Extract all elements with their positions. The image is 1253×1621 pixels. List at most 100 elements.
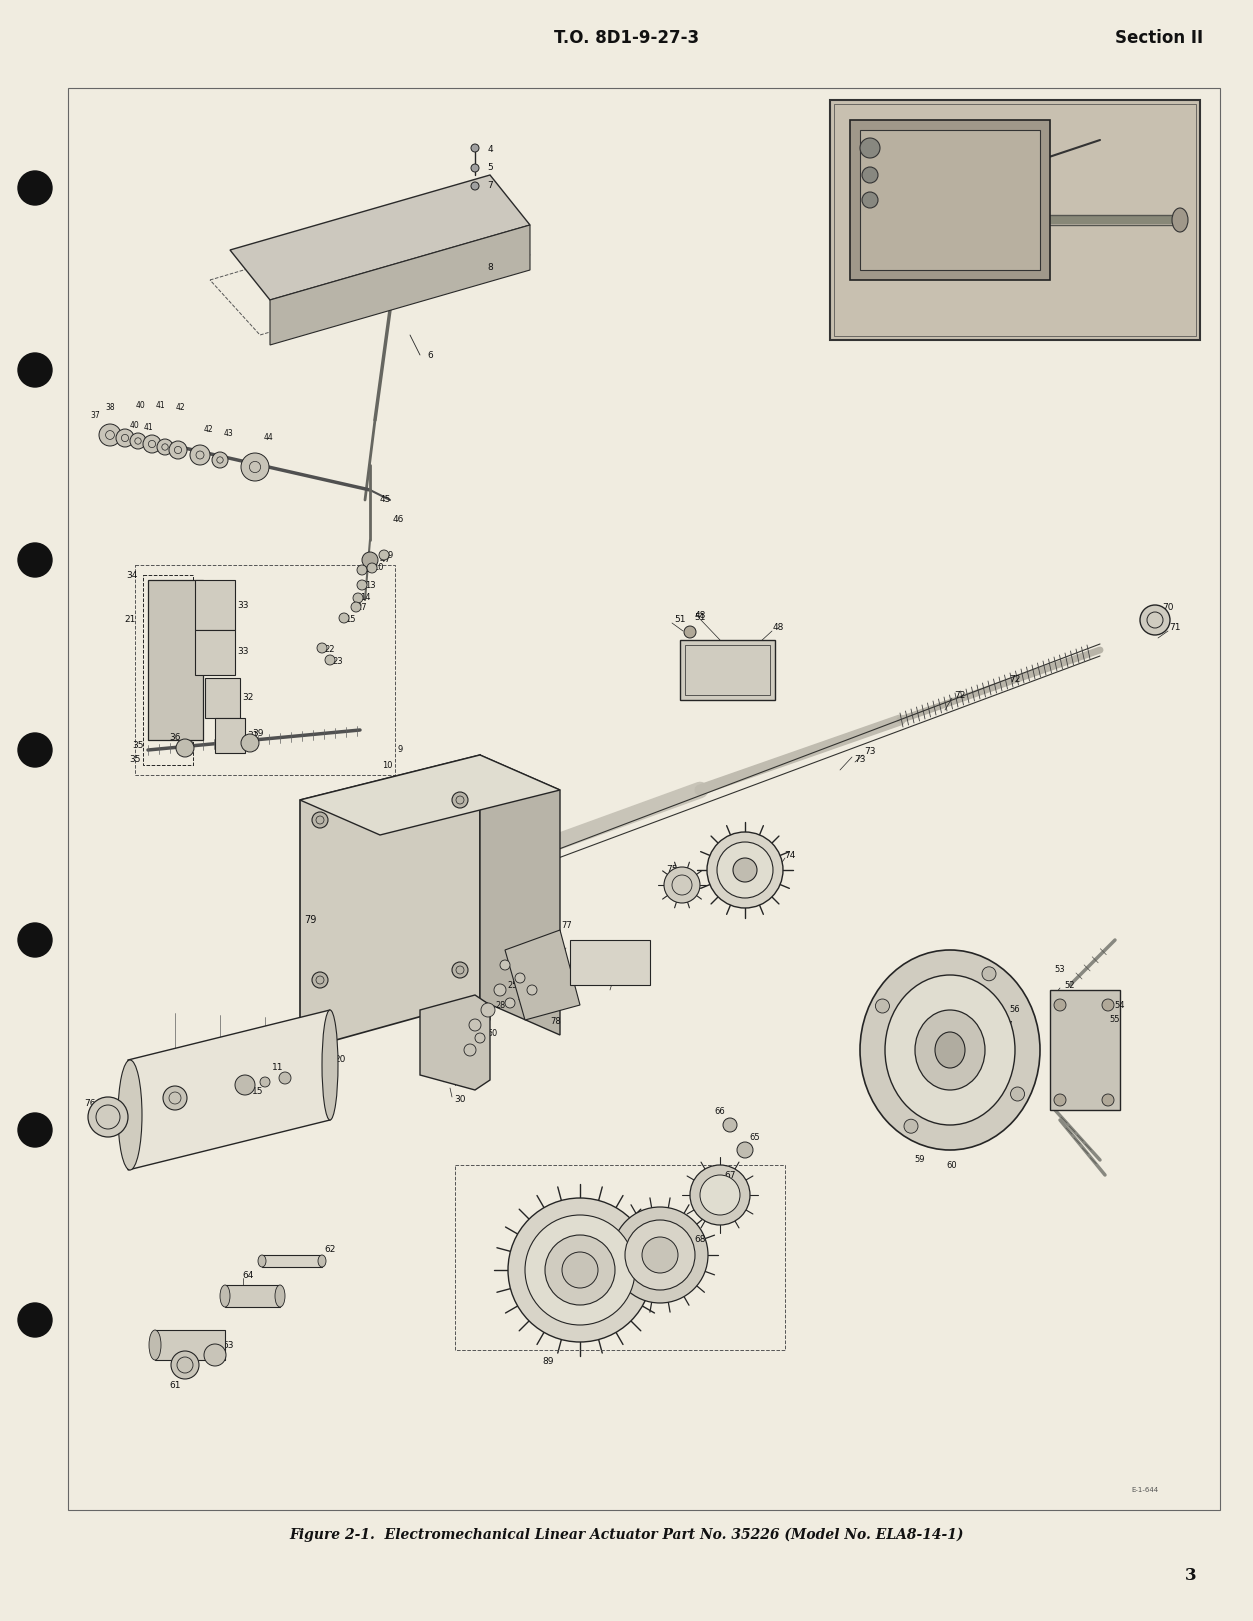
Circle shape [1101,1094,1114,1106]
Circle shape [876,999,890,1013]
Text: 10: 10 [372,564,383,572]
Circle shape [18,922,53,956]
Polygon shape [231,175,530,300]
Text: 77: 77 [561,921,573,929]
Text: 68: 68 [694,1235,705,1245]
Text: 38: 38 [105,402,115,412]
Circle shape [507,1198,652,1342]
Text: 9: 9 [397,746,402,754]
Ellipse shape [1172,207,1188,232]
Text: 8: 8 [487,264,492,272]
Circle shape [312,812,328,828]
Bar [195,580,236,631]
Bar [155,1329,226,1360]
Text: 10: 10 [382,760,392,770]
Circle shape [143,434,160,452]
Circle shape [700,1175,741,1216]
Text: 54: 54 [1115,1000,1125,1010]
Circle shape [860,138,880,157]
Circle shape [157,439,173,456]
Circle shape [362,553,378,567]
Circle shape [1140,605,1170,635]
Circle shape [625,1221,695,1290]
Circle shape [18,1303,53,1337]
Text: 3: 3 [1185,1566,1197,1584]
Circle shape [903,1118,918,1133]
Text: 15: 15 [345,616,356,624]
Text: 57: 57 [1002,1021,1014,1029]
Text: 26: 26 [517,994,528,1002]
Text: 40: 40 [130,420,140,430]
Text: 15: 15 [252,1088,263,1096]
Text: E-1-644: E-1-644 [1131,1486,1159,1493]
Text: 71: 71 [1169,624,1180,632]
Bar [226,1285,279,1307]
Text: 62: 62 [325,1245,336,1255]
Text: 73: 73 [855,755,866,765]
Text: 51: 51 [674,616,685,624]
Bar [850,120,1050,280]
Text: 46: 46 [392,515,403,525]
Text: 48: 48 [772,624,783,632]
Bar [455,1165,784,1350]
Circle shape [312,973,328,989]
Text: 45: 45 [380,496,391,504]
Text: 4: 4 [487,146,492,154]
Text: 33: 33 [237,600,249,609]
Circle shape [690,1165,751,1225]
Text: 3: 3 [569,940,575,950]
Text: 7: 7 [487,182,492,191]
Text: 56: 56 [1010,1005,1020,1015]
Text: 13: 13 [365,580,376,590]
Circle shape [130,433,147,449]
Ellipse shape [322,1010,338,1120]
Text: 30: 30 [455,1096,466,1104]
Text: 48: 48 [694,611,705,619]
Ellipse shape [885,974,1015,1125]
Text: 27: 27 [357,603,367,611]
Circle shape [545,1235,615,1305]
Text: Section II: Section II [1115,29,1203,47]
Circle shape [471,182,479,190]
Text: 9: 9 [387,551,392,559]
Text: 20: 20 [335,1055,346,1065]
Circle shape [18,353,53,387]
Circle shape [642,1237,678,1272]
Text: 55: 55 [1110,1015,1120,1024]
Circle shape [611,1208,708,1303]
Circle shape [175,739,194,757]
Circle shape [378,550,388,559]
Polygon shape [505,930,580,1020]
Text: 1: 1 [615,976,621,984]
Bar [680,640,776,700]
Circle shape [236,1075,256,1096]
Text: 43: 43 [223,428,233,438]
Bar [685,645,771,695]
Text: 27: 27 [512,955,523,964]
Circle shape [982,966,996,981]
Circle shape [505,999,515,1008]
Bar [195,631,236,674]
Text: 58: 58 [996,1036,1007,1044]
Circle shape [353,593,363,603]
Text: 76: 76 [84,1099,95,1107]
Text: 73: 73 [865,747,876,757]
Text: 24: 24 [539,981,549,989]
Text: 35: 35 [129,755,140,765]
Circle shape [163,1086,187,1110]
Bar [143,575,193,765]
Circle shape [471,164,479,172]
Bar [148,580,203,741]
Circle shape [367,562,377,572]
Bar [216,718,246,754]
Circle shape [563,1251,598,1289]
Circle shape [117,430,134,447]
Circle shape [1054,999,1066,1012]
Circle shape [357,566,367,575]
Ellipse shape [915,1010,985,1089]
Text: 41: 41 [155,400,165,410]
Text: 53: 53 [1055,966,1065,974]
Text: 72: 72 [1010,676,1021,684]
Circle shape [471,144,479,152]
Text: 12: 12 [365,566,375,574]
